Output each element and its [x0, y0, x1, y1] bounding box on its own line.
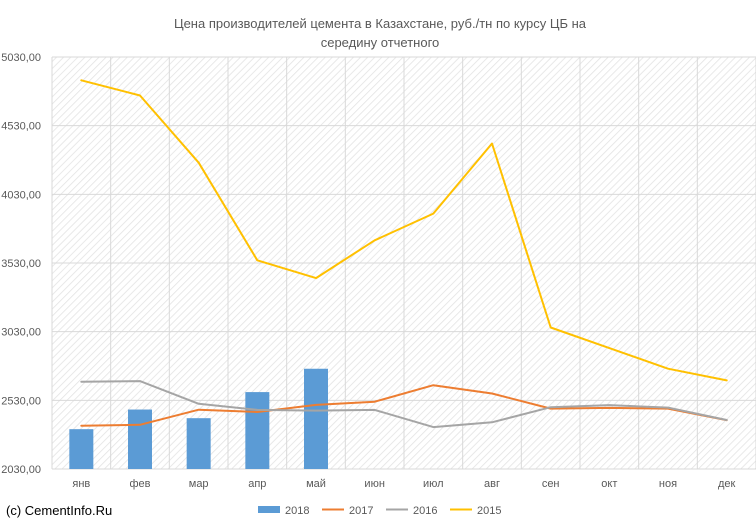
legend-label-2017: 2017 [349, 505, 373, 517]
x-tick-label: сен [542, 478, 560, 490]
bar-2018-апр [245, 392, 270, 469]
y-tick-label: 2030,00 [1, 464, 41, 476]
x-tick-label: июл [423, 478, 444, 490]
y-tick-label: 3530,00 [1, 258, 41, 270]
copyright-text: (c) CementInfo.Ru [6, 503, 113, 518]
legend-label-2016: 2016 [413, 505, 437, 517]
x-tick-label: май [306, 478, 326, 490]
bar-2018-фев [128, 409, 152, 469]
x-tick-label: апр [248, 478, 266, 490]
x-tick-label: мар [189, 478, 209, 490]
x-tick-label: окт [601, 478, 617, 490]
legend-label-2015: 2015 [477, 505, 501, 517]
series-line-2015 [80, 79, 728, 382]
x-tick-label: июн [364, 478, 384, 490]
y-tick-label: 5030,00 [1, 52, 41, 64]
series-line-2016 [80, 380, 728, 429]
chart-title-line-1: Цена производителей цемента в Казахстане… [173, 16, 587, 50]
series-line-2017 [80, 384, 728, 427]
x-tick-label: ноя [659, 478, 677, 490]
y-tick-label: 4530,00 [1, 121, 41, 133]
legend-label-2018: 2018 [285, 505, 309, 517]
x-tick-label: янв [72, 478, 90, 490]
bar-2018-янв [69, 429, 94, 469]
y-tick-label: 3030,00 [1, 327, 41, 339]
x-tick-label: авг [484, 478, 500, 490]
y-tick-label: 2530,00 [1, 395, 41, 407]
x-tick-label: фев [129, 478, 150, 490]
y-tick-label: 4030,00 [1, 189, 41, 201]
x-tick-label: дек [718, 478, 736, 490]
bar-2018-май [304, 368, 328, 469]
legend-swatch-2018 [258, 506, 280, 513]
bar-2018-мар [186, 418, 211, 469]
